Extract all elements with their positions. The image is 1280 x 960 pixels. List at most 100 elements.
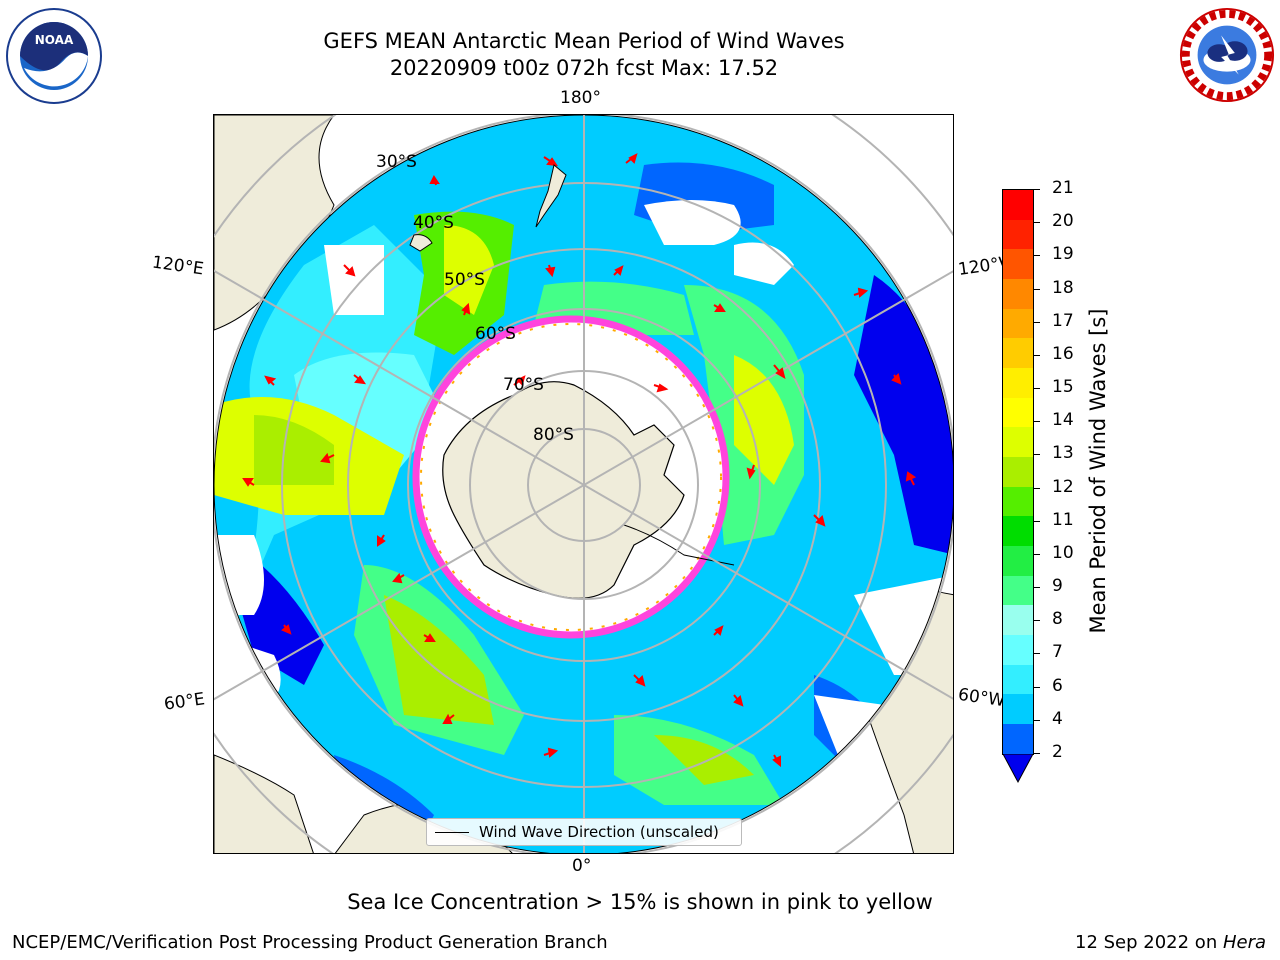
wave-arrow xyxy=(625,153,638,164)
colorbar-tick-label: 6 xyxy=(1052,675,1063,696)
lon-label-top: 180° xyxy=(560,88,601,108)
wave-arrow xyxy=(343,264,356,277)
colorbar-segment xyxy=(1003,486,1033,517)
colorbar-tick-label: 18 xyxy=(1052,277,1074,298)
colorbar-tick-label: 12 xyxy=(1052,476,1074,497)
wave-arrow xyxy=(853,287,869,298)
wave-arrow xyxy=(713,303,726,312)
footer-right: 12 Sep 2022 on Hera xyxy=(1075,932,1266,953)
noaa-logo-text: NOAA xyxy=(35,33,74,47)
colorbar-label: Mean Period of Wind Waves [s] xyxy=(1086,308,1110,634)
colorbar-tick-mark xyxy=(1034,487,1040,489)
wave-arrow xyxy=(653,383,669,393)
colorbar-segment xyxy=(1003,575,1033,606)
colorbar-segment xyxy=(1003,308,1033,339)
noaa-logo: NOAA xyxy=(6,8,102,104)
colorbar-tick-mark xyxy=(1034,255,1040,257)
title-line-2: 20220909 t00z 072h fcst Max: 17.52 xyxy=(389,56,779,80)
colorbar-tick-label: 7 xyxy=(1052,642,1063,663)
colorbar-tick-label: 13 xyxy=(1052,443,1074,464)
lat-label-80s: 80°S xyxy=(533,425,574,445)
colorbar-segment xyxy=(1003,249,1033,280)
wave-arrow xyxy=(543,747,559,758)
wave-arrow xyxy=(773,364,786,380)
wave-arrow xyxy=(281,624,292,635)
colorbar-tick-mark xyxy=(1034,321,1040,323)
colorbar-tick-mark xyxy=(1034,520,1040,522)
wave-arrow xyxy=(429,175,440,186)
colorbar-segment xyxy=(1003,694,1033,725)
colorbar-tick-mark xyxy=(1034,753,1040,754)
colorbar-tick-mark xyxy=(1034,719,1040,721)
title-line-1: GEFS MEAN Antarctic Mean Period of Wind … xyxy=(323,29,845,53)
colorbar-segment xyxy=(1003,397,1033,428)
colorbar-tick-label: 19 xyxy=(1052,244,1074,265)
colorbar-tick-mark xyxy=(1034,421,1040,423)
colorbar-tick-label: 11 xyxy=(1052,509,1074,530)
colorbar-segment xyxy=(1003,605,1033,636)
legend-label: Wind Wave Direction (unscaled) xyxy=(479,823,719,841)
colorbar-tick-mark xyxy=(1034,686,1040,688)
colorbar-segment xyxy=(1003,546,1033,576)
lon-label-lower-right: 60°W xyxy=(956,684,1007,712)
colorbar-tick-label: 8 xyxy=(1052,609,1063,630)
colorbar-segment xyxy=(1003,516,1033,547)
lon-label-lower-left: 60°E xyxy=(162,689,207,715)
colorbar-tick-label: 9 xyxy=(1052,576,1063,597)
new-zealand xyxy=(535,164,567,228)
colorbar-tick-mark xyxy=(1034,388,1040,390)
lat-label-30s: 30°S xyxy=(376,152,417,172)
lat-label-70s: 70°S xyxy=(503,375,544,395)
colorbar-tick-label: 4 xyxy=(1052,708,1063,729)
nws-logo xyxy=(1179,7,1275,103)
colorbar-tick-mark xyxy=(1034,587,1040,589)
colorbar-extend-triangle xyxy=(1002,753,1034,783)
wave-arrow xyxy=(545,264,556,278)
colorbar-segment xyxy=(1003,457,1033,487)
legend-line-sample xyxy=(435,831,469,833)
wave-arrow xyxy=(513,375,526,386)
colorbar-tick-mark xyxy=(1034,454,1040,456)
colorbar-tick-label: 10 xyxy=(1052,542,1074,563)
colorbar-tick-label: 14 xyxy=(1052,410,1074,431)
colorbar-tick-label: 21 xyxy=(1052,178,1074,198)
map-legend: Wind Wave Direction (unscaled) xyxy=(426,818,742,846)
colorbar-segment xyxy=(1003,635,1033,665)
lat-label-50s: 50°S xyxy=(444,270,485,290)
wave-arrow xyxy=(377,534,386,547)
wave-arrow xyxy=(733,694,744,707)
wind-wave-arrows xyxy=(242,153,917,768)
wave-arrow xyxy=(442,713,455,724)
wave-arrow xyxy=(461,302,471,316)
wave-arrow xyxy=(264,375,277,386)
wave-arrow xyxy=(613,265,624,276)
footer-left: NCEP/EMC/Verification Post Processing Pr… xyxy=(12,932,608,953)
lat-label-40s: 40°S xyxy=(413,213,454,233)
colorbar-tick-label: 15 xyxy=(1052,377,1074,398)
sea-ice-note: Sea Ice Concentration > 15% is shown in … xyxy=(347,890,933,914)
wave-arrow xyxy=(713,625,724,636)
colorbar-ticks: 2 4 6 7 8 9 10 11 12 13 14 15 16 17 18 19 20 21 xyxy=(1034,178,1096,762)
wave-arrow xyxy=(746,464,756,480)
wave-arrow xyxy=(905,471,917,486)
colorbar-tick-mark xyxy=(1034,653,1040,655)
colorbar-tick-mark xyxy=(1034,620,1040,622)
colorbar-tick-mark xyxy=(1034,189,1040,190)
wave-arrow xyxy=(543,156,559,167)
lon-label-bottom: 0° xyxy=(572,856,592,876)
colorbar-stack xyxy=(1002,189,1034,755)
wave-arrow xyxy=(772,754,781,768)
wave-arrow xyxy=(633,674,646,687)
colorbar-tick-mark xyxy=(1034,553,1040,555)
colorbar-segment xyxy=(1003,279,1033,309)
lat-label-60s: 60°S xyxy=(475,324,516,344)
wave-arrow xyxy=(320,452,335,464)
map-frame xyxy=(213,114,954,854)
colorbar-tick-label: 16 xyxy=(1052,343,1074,364)
lon-label-upper-left: 120°E xyxy=(150,252,205,280)
colorbar-tick-mark xyxy=(1034,288,1040,290)
colorbar-segment xyxy=(1003,219,1033,250)
colorbar-tick-label: 2 xyxy=(1052,742,1063,762)
colorbar-segment xyxy=(1003,427,1033,458)
colorbar-segment xyxy=(1003,338,1033,369)
